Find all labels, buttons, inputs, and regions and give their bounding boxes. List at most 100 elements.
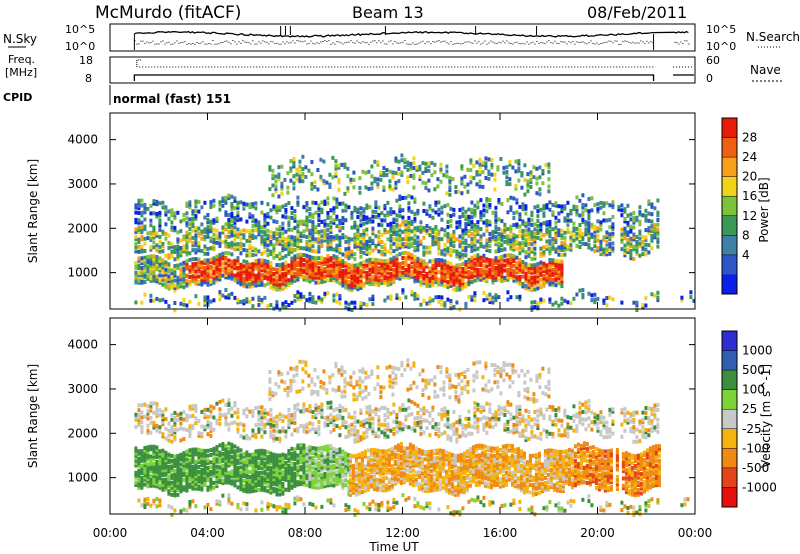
scatter-cell: [299, 252, 303, 257]
scatter-cell: [251, 248, 255, 253]
scatter-cell: [305, 275, 309, 280]
scatter-cell: [452, 275, 456, 280]
scatter-cell: [508, 162, 512, 167]
scatter-cell: [400, 170, 404, 175]
noise-search-point: [406, 43, 408, 45]
scatter-cell: [431, 263, 435, 268]
scatter-cell: [248, 453, 252, 457]
noise-search-point: [280, 43, 282, 45]
scatter-cell: [392, 270, 396, 275]
scatter-cell: [485, 279, 489, 284]
scatter-cell: [413, 226, 417, 231]
scatter-cell: [197, 246, 201, 250]
scatter-cell: [347, 246, 351, 251]
scatter-cell: [629, 224, 633, 229]
scatter-cell: [335, 274, 339, 279]
scatter-cell: [206, 270, 210, 275]
noise-search-point: [620, 43, 622, 45]
scatter-cell: [541, 169, 545, 173]
scatter-cell: [170, 453, 174, 458]
scatter-cell: [203, 473, 207, 478]
scatter-cell: [206, 470, 210, 475]
scatter-cell: [152, 452, 156, 456]
scatter-cell: [431, 258, 435, 263]
scatter-cell: [179, 267, 183, 272]
scatter-cell: [287, 220, 291, 225]
scatter-cell: [533, 205, 537, 210]
scatter-cell: [284, 487, 288, 492]
scatter-cell: [362, 207, 366, 212]
scatter-cell: [176, 280, 180, 285]
scatter-cell: [203, 458, 207, 463]
scatter-cell: [224, 255, 228, 260]
scatter-cell: [469, 168, 473, 173]
scatter-cell: [533, 236, 537, 241]
scatter-cell: [173, 228, 177, 233]
scatter-cell: [491, 300, 495, 305]
noise-search-point: [306, 43, 308, 45]
scatter-cell: [233, 232, 237, 237]
scatter-cell: [599, 242, 603, 247]
scatter-cell: [152, 273, 156, 278]
scatter-cell: [548, 224, 552, 229]
scatter-cell: [323, 294, 327, 299]
scatter-cell: [347, 256, 351, 261]
scatter-cell: [635, 300, 639, 305]
scatter-cell: [524, 276, 528, 281]
scatter-cell: [200, 475, 204, 480]
noise-search-point: [540, 42, 542, 43]
scatter-cell: [287, 453, 291, 458]
y-tick-label: 2000: [67, 221, 98, 235]
scatter-cell: [203, 215, 207, 220]
scatter-cell: [308, 236, 312, 240]
scatter-cell: [560, 253, 564, 257]
scatter-cell: [206, 473, 210, 478]
scatter-cell: [587, 228, 591, 233]
noise-search-point: [544, 43, 546, 45]
scatter-cell: [632, 257, 636, 261]
scatter-cell: [317, 237, 321, 242]
scatter-cell: [344, 263, 348, 268]
scatter-cell: [194, 257, 198, 262]
scatter-cell: [284, 470, 288, 475]
scatter-cell: [257, 461, 261, 466]
scatter-cell: [298, 179, 302, 184]
noise-search-point: [584, 42, 586, 44]
scatter-cell: [511, 165, 515, 170]
scatter-cell: [356, 207, 360, 212]
noise-search-point: [292, 40, 294, 42]
scatter-cell: [215, 484, 219, 489]
noise-search-point: [152, 40, 154, 42]
scatter-cell: [284, 468, 288, 473]
scatter-cell: [320, 260, 324, 265]
scatter-cell: [164, 472, 168, 477]
noise-search-point: [518, 43, 520, 45]
scatter-cell: [263, 480, 267, 485]
scatter-cell: [257, 225, 261, 230]
noise-search-point: [524, 43, 526, 45]
scatter-cell: [218, 460, 222, 465]
scatter-cell: [287, 266, 291, 270]
scatter-cell: [494, 249, 498, 254]
scatter-cell: [236, 475, 240, 480]
scatter-cell: [575, 207, 579, 212]
scatter-cell: [482, 232, 486, 237]
scatter-cell: [494, 227, 498, 232]
scatter-cell: [494, 237, 498, 242]
scatter-cell: [185, 261, 189, 266]
scatter-cell: [140, 258, 144, 263]
scatter-cell: [470, 241, 474, 246]
scatter-cell: [458, 222, 462, 227]
scatter-cell: [200, 231, 204, 236]
scatter-cell: [251, 464, 255, 469]
scatter-cell: [341, 218, 345, 223]
scatter-cell: [329, 227, 333, 232]
scatter-cell: [179, 279, 183, 284]
scatter-cell: [584, 227, 588, 232]
scatter-cell: [406, 175, 410, 180]
scatter-cell: [386, 265, 390, 270]
scatter-cell: [317, 278, 321, 283]
scatter-cell: [401, 260, 405, 265]
scatter-cell: [155, 231, 159, 236]
